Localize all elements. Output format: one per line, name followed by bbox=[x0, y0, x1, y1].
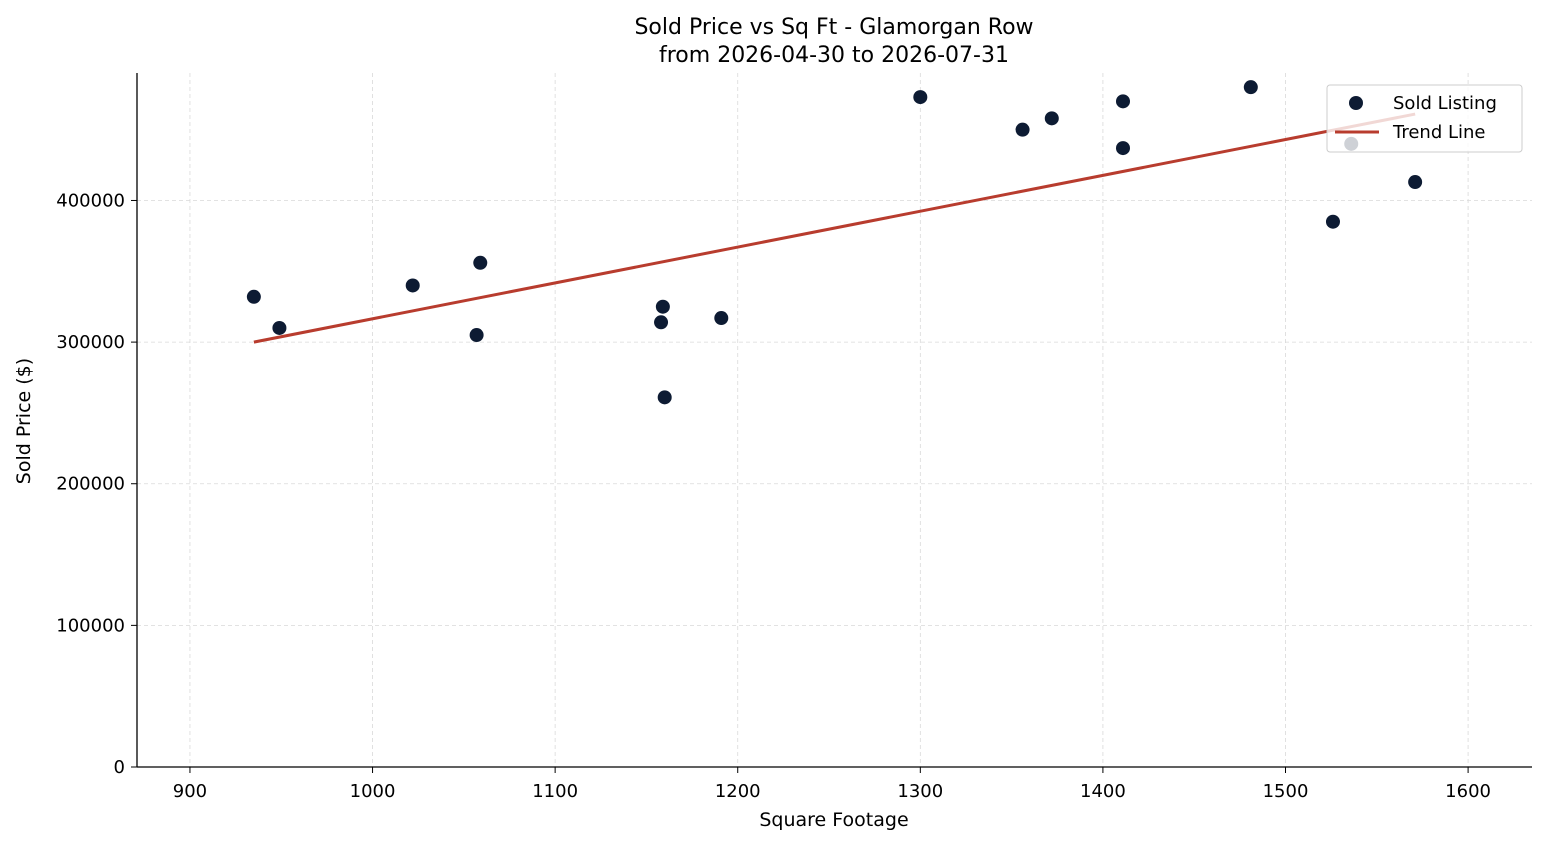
scatter-point-3 bbox=[469, 328, 484, 343]
scatter-point-2 bbox=[405, 278, 420, 293]
scatter-point-0 bbox=[246, 289, 261, 304]
y-tick-label-400000: 400000 bbox=[56, 190, 125, 211]
x-axis-ticks: 900 1000 1100 1200 1300 1400 1500 1600 bbox=[173, 767, 1491, 802]
chart-subtitle: from 2026-04-30 to 2026-07-31 bbox=[659, 43, 1009, 68]
grid-lines bbox=[137, 73, 1532, 768]
trend-line-group bbox=[253, 112, 1416, 344]
x-tick-label-1400: 1400 bbox=[1080, 781, 1126, 802]
axes bbox=[136, 73, 1532, 768]
scatter-point-12 bbox=[1115, 94, 1130, 109]
x-tick-label-1000: 1000 bbox=[350, 781, 396, 802]
legend-marker-sold-listing bbox=[1349, 96, 1363, 110]
scatter-point-8 bbox=[714, 311, 729, 326]
y-axis-ticks: 0 100000 200000 300000 400000 bbox=[56, 190, 137, 778]
y-tick-label-100000: 100000 bbox=[56, 615, 125, 636]
legend-label-sold-listing: Sold Listing bbox=[1393, 93, 1497, 114]
scatter-point-1 bbox=[272, 320, 287, 335]
y-tick-label-300000: 300000 bbox=[56, 332, 125, 353]
y-axis-label: Sold Price ($) bbox=[13, 358, 35, 484]
scatter-point-5 bbox=[654, 315, 669, 330]
x-tick-label-1100: 1100 bbox=[532, 781, 578, 802]
legend: Sold Listing Trend Line bbox=[1326, 84, 1523, 153]
x-tick-label-1600: 1600 bbox=[1445, 781, 1491, 802]
x-axis-label: Square Footage bbox=[759, 809, 908, 831]
legend-box bbox=[1326, 84, 1523, 153]
y-tick-label-200000: 200000 bbox=[56, 474, 125, 495]
scatter-point-6 bbox=[655, 299, 670, 314]
y-tick-label-0: 0 bbox=[114, 757, 125, 778]
scatter-point-10 bbox=[1015, 122, 1030, 137]
scatter-point-7 bbox=[657, 390, 672, 405]
chart-title: Sold Price vs Sq Ft - Glamorgan Row bbox=[634, 15, 1033, 40]
scatter-point-11 bbox=[1044, 111, 1059, 126]
scatter-point-14 bbox=[1243, 80, 1258, 95]
scatter-point-4 bbox=[473, 255, 488, 270]
legend-label-trend-line: Trend Line bbox=[1392, 122, 1486, 143]
trend-line bbox=[253, 112, 1416, 344]
x-tick-label-1300: 1300 bbox=[897, 781, 943, 802]
scatter-points bbox=[246, 80, 1423, 405]
scatter-point-15 bbox=[1325, 214, 1340, 229]
scatter-point-13 bbox=[1115, 141, 1130, 156]
x-tick-label-1500: 1500 bbox=[1263, 781, 1309, 802]
x-tick-label-900: 900 bbox=[173, 781, 207, 802]
scatter-point-17 bbox=[1408, 175, 1423, 190]
scatter-point-9 bbox=[913, 90, 928, 105]
x-tick-label-1200: 1200 bbox=[715, 781, 761, 802]
